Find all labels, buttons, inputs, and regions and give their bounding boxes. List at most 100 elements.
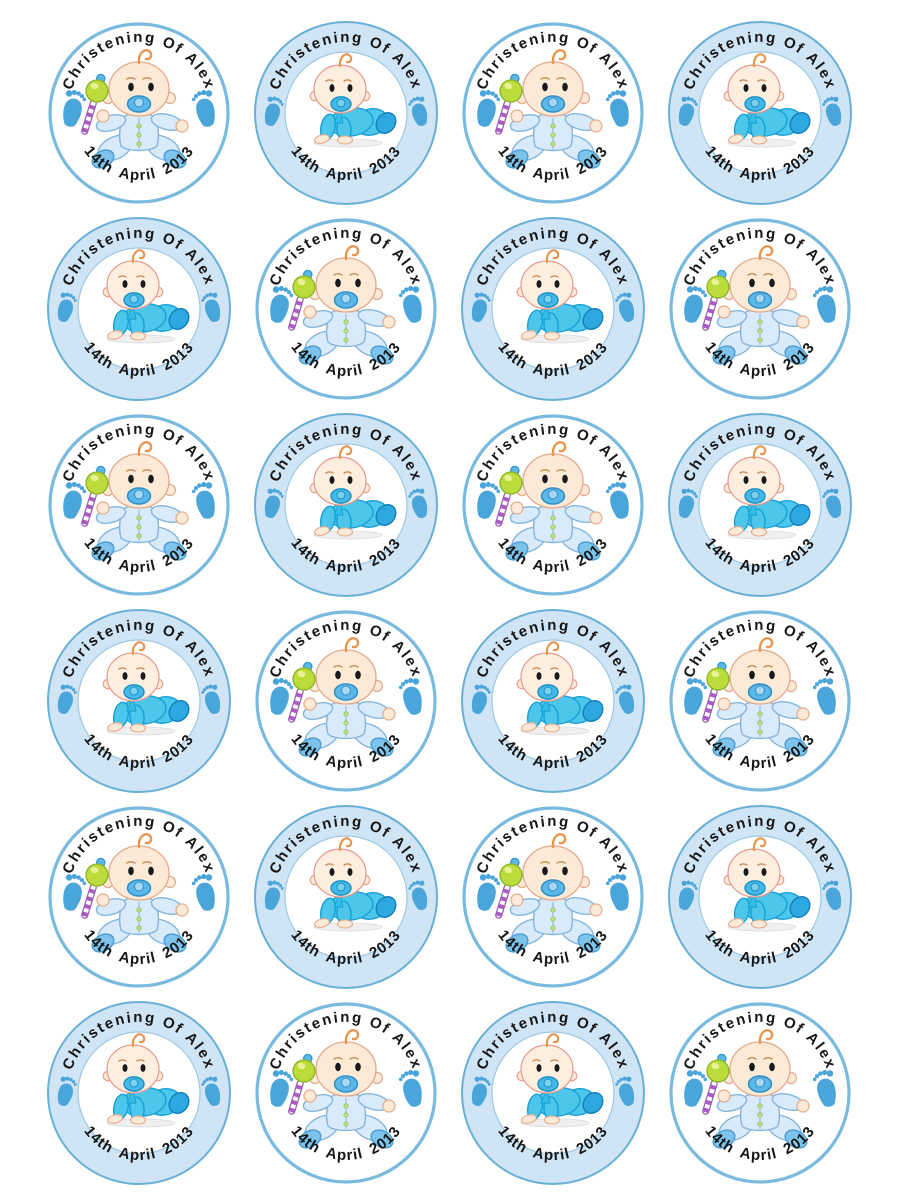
baby-bootie (577, 149, 601, 169)
baby-eyebrow (333, 1057, 343, 1060)
baby-eyebrow (757, 79, 766, 82)
baby-footprint-icon (57, 684, 77, 715)
rattle-icon (495, 465, 523, 527)
baby-bootie (370, 345, 394, 365)
rattle-highlight (504, 474, 513, 482)
pyjama-button (136, 925, 142, 931)
hair-curl-icon (338, 53, 353, 68)
baby-footprint-icon (477, 89, 501, 127)
baby-footprint-icon (684, 1069, 708, 1107)
baby-hand (129, 331, 147, 341)
rattle-stripe (704, 315, 712, 322)
pacifier-button (129, 294, 139, 304)
baby-bootie (91, 541, 115, 561)
pyjama-button (757, 720, 763, 726)
rattle-highlight (297, 1062, 306, 1070)
baby-eye (329, 868, 335, 876)
baby-footprint-icon (398, 677, 422, 715)
baby-footprint-icon (477, 481, 501, 519)
baby-bootie (784, 345, 808, 365)
baby-eyebrow (118, 667, 127, 670)
rattle-stripe (502, 888, 510, 895)
baby-bootie (789, 896, 811, 918)
christening-sticker-sitting-baby: Christening Of Alex 14th April 2013 (255, 1002, 437, 1184)
baby-hand (382, 315, 396, 329)
baby-eye (335, 1062, 341, 1072)
rattle-stripe (500, 504, 508, 510)
baby-eyebrow (540, 469, 550, 472)
pyjama-button (757, 319, 763, 325)
baby-eye (128, 866, 134, 876)
hair-curl-icon (752, 53, 767, 68)
baby-hand (175, 511, 189, 525)
pyjama-button (343, 720, 349, 726)
rattle-stripe (81, 127, 89, 133)
pyjama-button (550, 524, 556, 530)
rattle-icon (702, 661, 730, 723)
baby-bootie (91, 933, 115, 953)
pacifier-button (336, 490, 346, 500)
baby-footprint-icon (605, 873, 629, 911)
baby-eyebrow (763, 273, 773, 276)
hair-curl-icon (344, 637, 360, 653)
baby-footprint-icon (684, 285, 708, 323)
baby-eyebrow (556, 77, 566, 80)
baby-crawling-illustration (516, 249, 604, 344)
pyjama-button (757, 328, 763, 334)
baby-bootie (505, 541, 529, 561)
baby-bootie (375, 504, 397, 526)
rattle-stripe (288, 323, 296, 329)
hair-curl-icon (545, 249, 560, 264)
baby-sitting-illustration (288, 1029, 396, 1149)
baby-footprint-icon (684, 677, 708, 715)
baby-eye (347, 476, 353, 484)
baby-crawling-illustration (102, 1033, 190, 1128)
christening-sticker-sitting-baby: Christening Of Alex 14th April 2013 (669, 1002, 851, 1184)
baby-sitting-illustration (81, 49, 189, 169)
christening-sticker-sitting-baby: Christening Of Alex 14th April 2013 (48, 806, 230, 988)
pyjama-button (343, 1112, 349, 1118)
baby-eye (335, 670, 341, 680)
pacifier-button (336, 98, 346, 108)
baby-eye (128, 82, 134, 92)
rattle-stripe (290, 315, 298, 322)
pacifier-button (341, 293, 351, 304)
pacifier-button (755, 293, 765, 304)
baby-eye (355, 1062, 361, 1072)
baby-footprint-icon (822, 96, 842, 127)
baby-sitting-illustration (288, 637, 396, 757)
baby-sitting-illustration (495, 49, 603, 169)
baby-crawling-illustration (309, 445, 397, 540)
baby-footprint-icon (615, 684, 635, 715)
baby-bootie (168, 1092, 190, 1114)
pyjama-button (757, 1103, 763, 1109)
baby-hand (336, 135, 354, 145)
pyjama-button (550, 916, 556, 922)
pyjama-button (343, 1103, 349, 1109)
baby-footprint-icon (63, 873, 87, 911)
baby-eye (536, 672, 542, 680)
baby-footprint-icon (191, 89, 215, 127)
baby-eyebrow (763, 1057, 773, 1060)
baby-footprint-icon (471, 684, 491, 715)
baby-footprint-icon (678, 880, 698, 911)
rattle-stripe (497, 119, 505, 126)
baby-footprint-icon (822, 880, 842, 911)
baby-footprint-icon (471, 1076, 491, 1107)
rattle-stripe (293, 700, 301, 706)
baby-eye (347, 868, 353, 876)
baby-eye (761, 868, 767, 876)
baby-bootie (712, 1129, 736, 1149)
baby-eye (749, 278, 755, 288)
christening-sticker-sitting-baby: Christening Of Alex 14th April 2013 (255, 218, 437, 400)
hair-curl-icon (137, 49, 153, 65)
hair-curl-icon (137, 441, 153, 457)
rattle-stripe (86, 112, 94, 118)
baby-eyebrow (136, 275, 145, 278)
baby-hand (510, 109, 524, 123)
rattle-stripe (88, 104, 96, 111)
baby-eyebrow (142, 77, 152, 80)
rattle-highlight (90, 866, 99, 874)
baby-hand (107, 722, 123, 732)
pyjama-button (136, 132, 142, 138)
